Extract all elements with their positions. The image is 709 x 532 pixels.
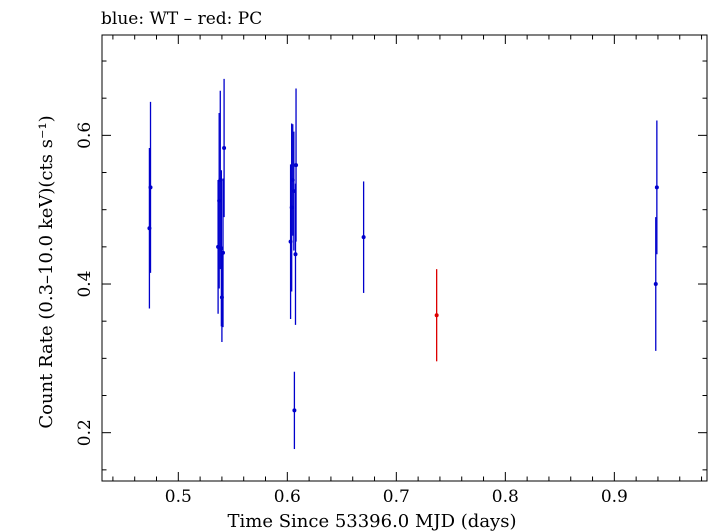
- x-tick-label: 0.8: [492, 487, 519, 507]
- data-point: [221, 250, 225, 255]
- x-tick-label: 0.9: [601, 487, 628, 507]
- axis-tick-labels: 0.5 0.6 0.7 0.8 0.9 0.2 0.4 0.6: [75, 122, 628, 507]
- x-axis-label: Time Since 53396.0 MJD (days): [227, 511, 516, 532]
- data-point: [293, 252, 298, 257]
- plot-frame: [101, 34, 708, 482]
- data-point: [292, 408, 297, 413]
- y-tick-label: 0.4: [75, 270, 95, 297]
- data-point: [653, 282, 658, 287]
- x-tick-label: 0.6: [274, 487, 301, 507]
- data-points: [147, 78, 659, 450]
- y-axis-label: Count Rate (0.3–10.0 keV)(cts s⁻¹): [36, 115, 57, 428]
- axis-ticks: [102, 35, 707, 481]
- x-tick-label: 0.7: [383, 487, 410, 507]
- data-point: [654, 185, 659, 190]
- data-point: [361, 235, 366, 240]
- y-tick-label: 0.6: [75, 122, 95, 149]
- y-tick-label: 0.2: [75, 419, 95, 446]
- data-point: [294, 163, 299, 168]
- data-point: [434, 313, 439, 318]
- data-point: [222, 145, 227, 150]
- chart-title: blue: WT – red: PC: [101, 9, 262, 29]
- x-tick-label: 0.5: [165, 487, 192, 507]
- data-point: [148, 185, 153, 190]
